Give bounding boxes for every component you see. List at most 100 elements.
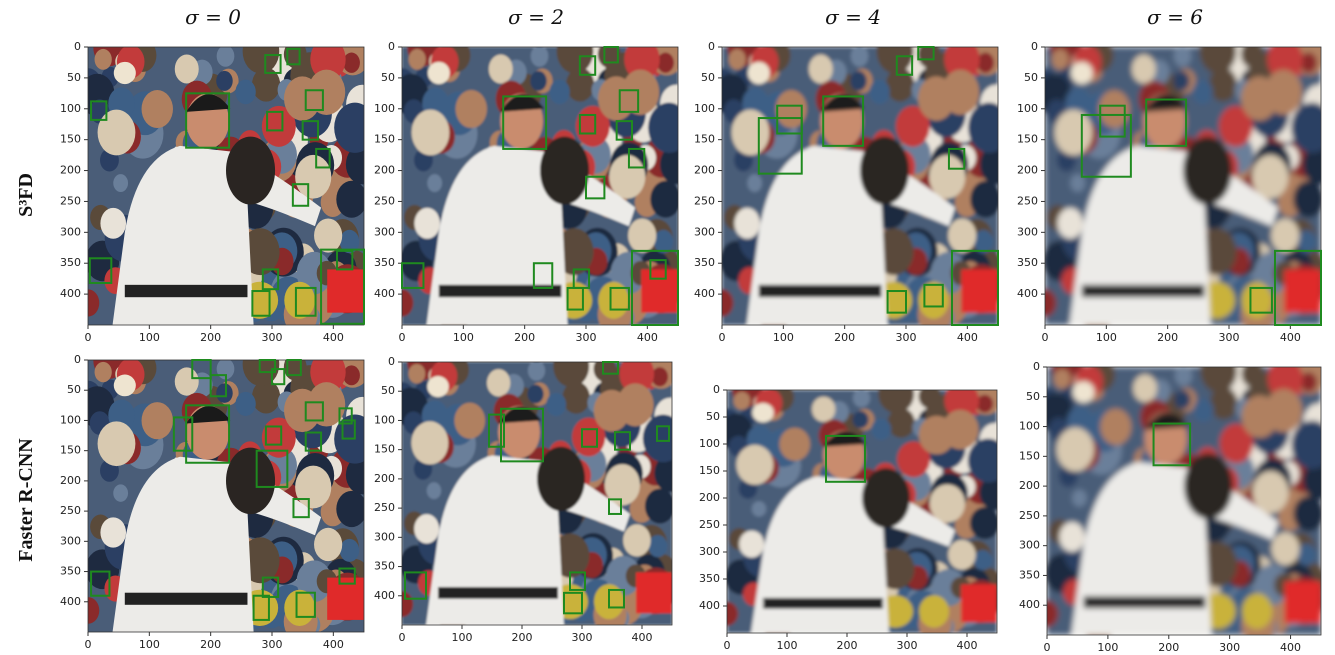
crowd-blob bbox=[1271, 219, 1299, 253]
y-tick-label: 250 bbox=[60, 194, 81, 207]
crowd-blob bbox=[1055, 110, 1093, 156]
crowd-blob bbox=[1291, 421, 1332, 469]
crowd-blob bbox=[1100, 408, 1131, 445]
y-tick-label: 100 bbox=[374, 102, 395, 115]
crowd-blob bbox=[851, 45, 869, 66]
crowd-blob bbox=[1175, 365, 1193, 386]
y-tick-label: 100 bbox=[1019, 420, 1040, 433]
column-header: σ = 6 bbox=[1147, 5, 1203, 29]
crowd-blob bbox=[648, 103, 690, 153]
crowd-blob bbox=[1291, 103, 1333, 153]
y-tick-label: 200 bbox=[699, 491, 720, 504]
crowd-blob bbox=[553, 345, 589, 387]
crowd-blob bbox=[968, 103, 1010, 153]
crowd-blob bbox=[852, 411, 868, 428]
crowd-blob bbox=[1293, 181, 1324, 218]
crowd-blob bbox=[1252, 155, 1288, 199]
crowd-blob bbox=[628, 219, 656, 253]
crowd-blob bbox=[408, 364, 425, 384]
y-tick-label: 400 bbox=[699, 599, 720, 612]
crowd-blob bbox=[427, 174, 442, 192]
y-tick-label: 200 bbox=[1017, 164, 1038, 177]
photo-content bbox=[390, 28, 693, 334]
crowd-blob bbox=[175, 55, 199, 84]
y-tick-label: 50 bbox=[1024, 71, 1038, 84]
ball bbox=[1071, 62, 1093, 84]
crowd-blob bbox=[1201, 350, 1237, 393]
y-tick-label: 50 bbox=[1026, 390, 1040, 403]
y-tick-label: 150 bbox=[1017, 133, 1038, 146]
x-tick-label: 400 bbox=[957, 331, 978, 344]
crowd-blob bbox=[113, 174, 128, 192]
crowd-blob bbox=[809, 55, 833, 84]
y-tick-label: 100 bbox=[60, 102, 81, 115]
crowd-blob bbox=[1300, 372, 1317, 392]
crowd-blob bbox=[527, 385, 543, 404]
photo bbox=[1035, 349, 1335, 644]
crowd-blob bbox=[1271, 532, 1299, 565]
y-tick-label: 200 bbox=[374, 164, 395, 177]
crowd-blob bbox=[340, 539, 359, 562]
crowd-blob bbox=[1253, 471, 1289, 513]
seat-red bbox=[1284, 269, 1321, 312]
y-tick-label: 150 bbox=[60, 133, 81, 146]
x-tick-label: 400 bbox=[1280, 331, 1301, 344]
crowd-blob bbox=[729, 49, 746, 70]
crowd-blob bbox=[1174, 390, 1190, 409]
y-tick-label: 300 bbox=[374, 225, 395, 238]
crowd-blob bbox=[334, 103, 376, 153]
crowd-blob bbox=[739, 531, 764, 558]
row-label: S³FD bbox=[15, 173, 37, 217]
crowd-blob bbox=[734, 208, 760, 239]
y-tick-label: 400 bbox=[60, 595, 81, 608]
y-tick-label: 400 bbox=[694, 287, 715, 300]
photo bbox=[76, 342, 379, 642]
x-tick-label: 100 bbox=[452, 631, 473, 644]
seat-yellow bbox=[919, 595, 949, 627]
y-tick-label: 250 bbox=[1019, 509, 1040, 522]
crowd-blob bbox=[142, 90, 173, 128]
crowd-blob bbox=[977, 53, 994, 73]
y-tick-label: 50 bbox=[67, 71, 81, 84]
crowd-blob bbox=[869, 80, 889, 105]
y-tick-label: 150 bbox=[1019, 449, 1040, 462]
crowd-blob bbox=[284, 389, 321, 432]
y-tick-label: 0 bbox=[74, 40, 81, 53]
x-tick-label: 200 bbox=[200, 331, 221, 344]
crowd-blob bbox=[968, 439, 1009, 483]
seat-red bbox=[1284, 581, 1321, 623]
crowd-blob bbox=[336, 181, 367, 218]
crowd-blob bbox=[98, 110, 136, 156]
crowd-blob bbox=[1297, 543, 1316, 566]
photo bbox=[390, 28, 693, 334]
y-tick-label: 300 bbox=[1019, 539, 1040, 552]
crowd-blob bbox=[594, 390, 630, 432]
y-tick-label: 300 bbox=[60, 225, 81, 238]
y-tick-label: 0 bbox=[1033, 360, 1040, 373]
crowd-blob bbox=[343, 53, 360, 73]
y-tick-label: 150 bbox=[374, 443, 395, 456]
crowd-blob bbox=[1054, 369, 1071, 389]
x-tick-label: 400 bbox=[637, 331, 658, 344]
x-tick-label: 0 bbox=[719, 331, 726, 344]
y-tick-label: 50 bbox=[381, 71, 395, 84]
x-tick-label: 0 bbox=[85, 638, 92, 651]
crowd-blob bbox=[623, 524, 651, 556]
crowd-blob bbox=[1241, 76, 1278, 120]
crowd-blob bbox=[878, 375, 914, 414]
crowd-blob bbox=[643, 415, 684, 463]
x-tick-label: 0 bbox=[724, 639, 731, 652]
x-tick-label: 0 bbox=[399, 631, 406, 644]
photo bbox=[710, 28, 1013, 334]
photo-content bbox=[715, 374, 1012, 642]
crowd-blob bbox=[142, 402, 173, 439]
photo bbox=[76, 28, 379, 334]
glove bbox=[540, 137, 589, 205]
crowd-blob bbox=[100, 517, 126, 547]
y-tick-label: 0 bbox=[388, 40, 395, 53]
photo-content bbox=[710, 28, 1013, 334]
glove bbox=[862, 468, 910, 527]
crowd-blob bbox=[1052, 49, 1069, 70]
y-tick-label: 150 bbox=[694, 133, 715, 146]
crowd-blob bbox=[175, 367, 199, 395]
